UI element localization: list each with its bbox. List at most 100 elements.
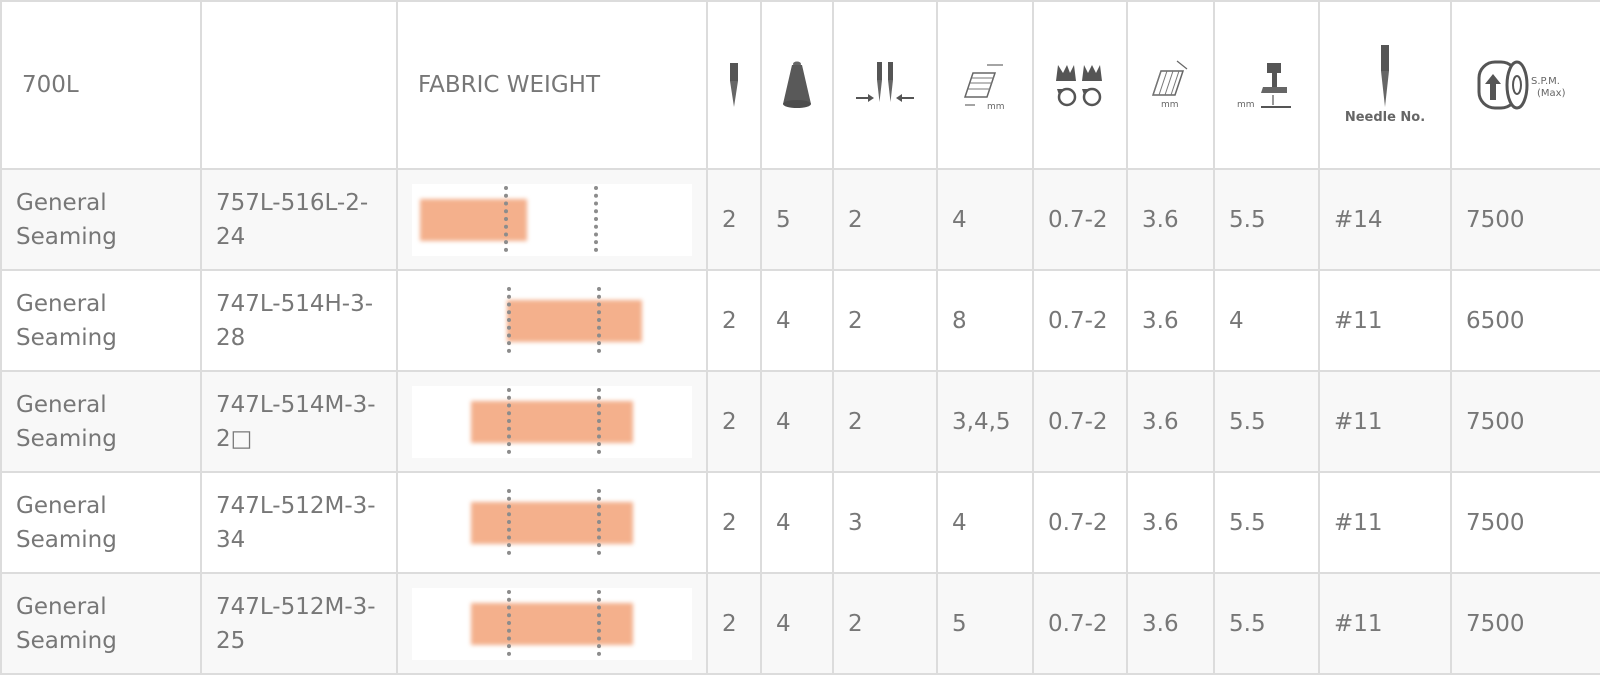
needle-distance-cell: 2 <box>832 269 938 372</box>
thread-cone-header <box>760 0 834 170</box>
stitch-width-header: mm <box>936 0 1034 170</box>
fabric-weight-gauge <box>412 284 692 357</box>
fabric-weight-tick <box>596 488 601 555</box>
presser-lift-cell: 5.5 <box>1213 370 1320 473</box>
spm-max-label: (Max) <box>1537 88 1566 99</box>
stitch-width-cell: 4 <box>936 471 1034 574</box>
needles-cell: 2 <box>706 269 762 372</box>
fabric-weight-cell <box>396 471 708 574</box>
fabric-weight-tick <box>504 185 509 252</box>
stitch-width-cell: 4 <box>936 168 1034 271</box>
fabric-weight-gauge <box>412 486 692 559</box>
threads-cell: 4 <box>760 269 834 372</box>
differential-feed-cell: 0.7-2 <box>1032 370 1128 473</box>
needle-no-cell: #11 <box>1318 471 1452 574</box>
threads-cell: 4 <box>760 370 834 473</box>
fabric-weight-tick <box>507 488 512 555</box>
fabric-weight-tick <box>507 589 512 656</box>
series-header: 700L <box>0 0 202 170</box>
fabric-weight-bar <box>420 198 527 241</box>
fabric-weight-bar <box>470 501 634 544</box>
stitch-length-mm-label: mm <box>1161 100 1179 110</box>
model-cell: 747L-512M-3-25 <box>200 572 398 675</box>
fabric-weight-tick <box>507 387 512 454</box>
spm-cell: 7500 <box>1450 471 1600 574</box>
fabric-weight-header: FABRIC WEIGHT <box>396 0 708 170</box>
presser-lift-mm-label: mm <box>1237 100 1255 110</box>
spm-cell: 7500 <box>1450 168 1600 271</box>
stitch-length-cell: 3.6 <box>1126 572 1215 675</box>
fabric-weight-gauge <box>412 587 692 660</box>
needle-no-cell: #11 <box>1318 572 1452 675</box>
fabric-weight-tick <box>507 286 512 353</box>
stitch-length-cell: 3.6 <box>1126 168 1215 271</box>
spm-cell: 6500 <box>1450 269 1600 372</box>
stitch-length-cell: 3.6 <box>1126 269 1215 372</box>
threads-cell: 4 <box>760 572 834 675</box>
table-row: General Seaming 757L-516L-2-24 2 5 2 4 0.7-2 3.… <box>0 168 1600 271</box>
table-row: General Seaming 747L-514H-3-28 2 4 2 8 0.7-2 3.… <box>0 269 1600 372</box>
model-cell: 747L-512M-3-34 <box>200 471 398 574</box>
presser-lift-cell: 4 <box>1213 269 1320 372</box>
stitch-length-header: mm <box>1126 0 1215 170</box>
spm-label: S.P.M. <box>1531 76 1560 87</box>
fabric-weight-tick <box>596 286 601 353</box>
fabric-weight-cell <box>396 269 708 372</box>
differential-feed-cell: 0.7-2 <box>1032 269 1128 372</box>
needle-distance-cell: 2 <box>832 168 938 271</box>
needles-cell: 2 <box>706 572 762 675</box>
spm-icon: S.P.M. (Max) <box>1477 60 1566 110</box>
threads-cell: 4 <box>760 471 834 574</box>
needles-cell: 2 <box>706 168 762 271</box>
fabric-weight-bar <box>470 400 634 443</box>
needle-distance-cell: 3 <box>832 471 938 574</box>
table-row: General Seaming 747L-512M-3-34 2 4 3 4 0.7-2 3.… <box>0 471 1600 574</box>
stitch-length-cell: 3.6 <box>1126 370 1215 473</box>
stitch-width-cell: 3,4,5 <box>936 370 1034 473</box>
application-cell: General Seaming <box>0 168 202 271</box>
differential-feed-icon <box>1056 65 1102 107</box>
presser-lift-cell: 5.5 <box>1213 471 1320 574</box>
needle-no-cell: #11 <box>1318 370 1452 473</box>
model-header <box>200 0 398 170</box>
fabric-weight-bar <box>507 299 642 342</box>
needle-distance-cell: 2 <box>832 572 938 675</box>
table-row: General Seaming 747L-514M-3-2□ 2 4 2 3,4,5 0.7… <box>0 370 1600 473</box>
fabric-weight-gauge <box>412 385 692 458</box>
fabric-weight-cell <box>396 168 708 271</box>
threads-cell: 5 <box>760 168 834 271</box>
spm-cell: 7500 <box>1450 370 1600 473</box>
model-cell: 747L-514H-3-28 <box>200 269 398 372</box>
needles-cell: 2 <box>706 471 762 574</box>
needle-no-cell: #14 <box>1318 168 1452 271</box>
stitch-width-icon: mm <box>963 64 1005 111</box>
fabric-weight-gauge <box>412 183 692 256</box>
presser-lift-cell: 5.5 <box>1213 168 1320 271</box>
fabric-weight-tick <box>596 387 601 454</box>
model-cell: 747L-514M-3-2□ <box>200 370 398 473</box>
stitch-length-cell: 3.6 <box>1126 471 1215 574</box>
differential-feed-header <box>1032 0 1128 170</box>
application-cell: General Seaming <box>0 471 202 574</box>
presser-foot-lift-icon: mm <box>1237 63 1291 110</box>
spm-cell: 7500 <box>1450 572 1600 675</box>
stitch-width-mm-label: mm <box>987 102 1005 111</box>
stitch-width-cell: 8 <box>936 269 1034 372</box>
needle-number-icon: Needle No. <box>1345 45 1425 125</box>
fabric-weight-cell <box>396 370 708 473</box>
presser-lift-cell: 5.5 <box>1213 572 1320 675</box>
presser-lift-header: mm <box>1213 0 1320 170</box>
application-cell: General Seaming <box>0 269 202 372</box>
header-row: 700L FABRIC WEIGHT <box>0 0 1600 170</box>
application-cell: General Seaming <box>0 572 202 675</box>
table-row: General Seaming 747L-512M-3-25 2 4 2 5 0.7-2 3.… <box>0 572 1600 675</box>
fabric-weight-bar <box>470 602 634 645</box>
model-cell: 757L-516L-2-24 <box>200 168 398 271</box>
application-cell: General Seaming <box>0 370 202 473</box>
needle-icon <box>730 63 738 107</box>
needle-distance-header <box>832 0 938 170</box>
thread-cone-icon <box>783 61 811 108</box>
stitch-length-icon: mm <box>1151 60 1187 110</box>
needle-header <box>706 0 762 170</box>
